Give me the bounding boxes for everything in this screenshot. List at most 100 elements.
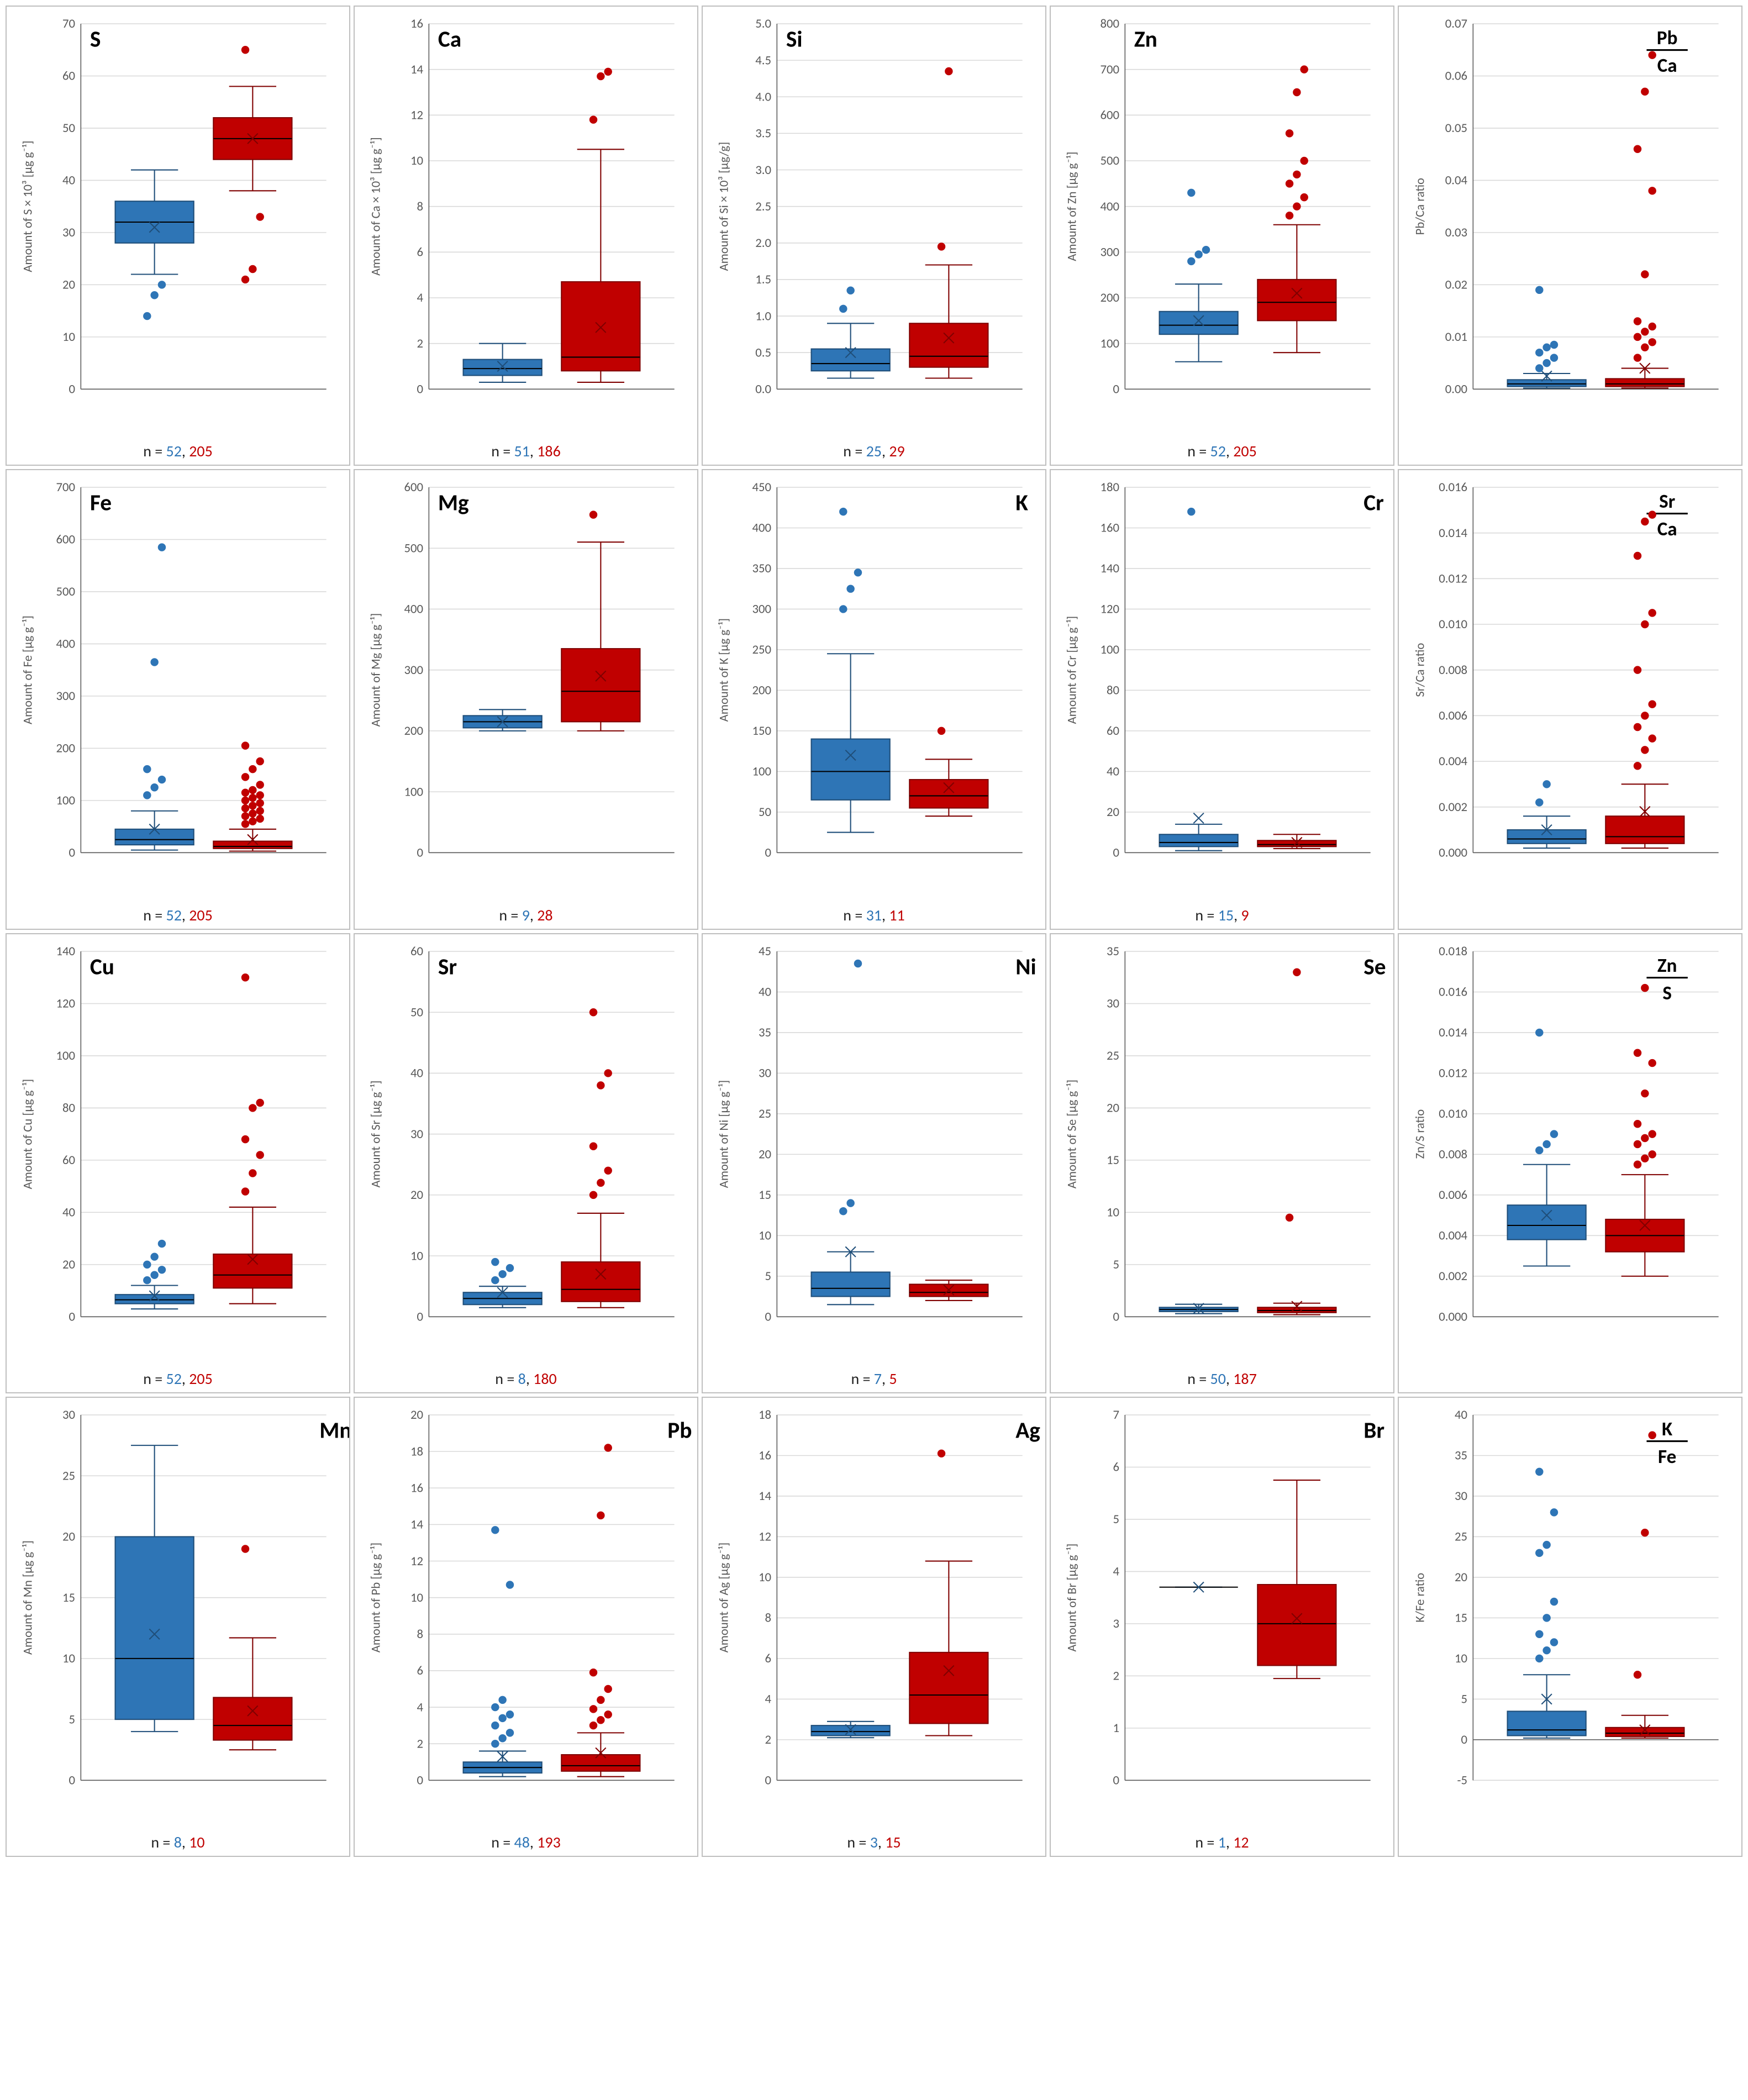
svg-text:300: 300	[404, 662, 423, 678]
panel-title: Mn	[319, 1417, 349, 1444]
svg-text:0.016: 0.016	[1439, 480, 1467, 496]
panel-title: Zn	[1134, 25, 1157, 53]
svg-text:60: 60	[62, 69, 75, 84]
svg-text:40: 40	[62, 1204, 75, 1220]
svg-text:0.00: 0.00	[1445, 382, 1467, 397]
boxplot-svg: 0100200300400500600700FeAmount of Fe [µg…	[7, 470, 349, 904]
panel-title-ratio: K Fe	[1646, 1418, 1687, 1469]
svg-text:0: 0	[417, 1773, 423, 1788]
svg-text:-5: -5	[1457, 1773, 1467, 1788]
panel-title: K	[1015, 490, 1028, 517]
svg-text:Fe: Fe	[1658, 1445, 1676, 1469]
svg-text:0.002: 0.002	[1439, 1269, 1467, 1284]
panel-title: Se	[1363, 953, 1386, 981]
panel-title: Ca	[438, 25, 461, 53]
y-axis-label: Amount of Pb [µg g⁻¹]	[368, 1543, 383, 1652]
svg-text:140: 140	[56, 944, 75, 959]
svg-text:8: 8	[417, 1627, 423, 1642]
svg-text:15: 15	[759, 1187, 771, 1203]
svg-text:10: 10	[410, 1590, 423, 1606]
svg-text:50: 50	[759, 804, 771, 820]
svg-text:2: 2	[765, 1732, 771, 1748]
panel-title: Mg	[438, 490, 469, 517]
svg-text:20: 20	[1107, 804, 1119, 820]
svg-text:4.0: 4.0	[755, 89, 771, 104]
svg-text:10: 10	[410, 153, 423, 169]
panel-title: Cu	[90, 953, 114, 981]
svg-text:2: 2	[417, 336, 423, 351]
boxplot-svg: 020406080100120140CuAmount of Cu [µg g⁻¹…	[7, 934, 349, 1368]
svg-text:16: 16	[410, 16, 423, 31]
svg-text:20: 20	[1107, 1100, 1119, 1115]
y-axis-label: Amount of K [µg g⁻¹]	[716, 618, 731, 722]
panel-Br: 01234567BrAmount of Br [µg g⁻¹] n = 1, 1…	[1050, 1397, 1394, 1857]
svg-text:60: 60	[1107, 723, 1119, 739]
svg-text:0: 0	[1461, 1732, 1467, 1748]
svg-text:0.016: 0.016	[1439, 984, 1467, 999]
svg-text:400: 400	[1100, 199, 1119, 214]
svg-text:4: 4	[417, 1699, 423, 1715]
boxplot-svg: 0.0000.0020.0040.0060.0080.0100.0120.014…	[1399, 470, 1741, 904]
panel-title: Ni	[1015, 953, 1036, 981]
svg-text:25: 25	[1455, 1529, 1467, 1545]
panel-Mn: 051015202530MnAmount of Mn [µg g⁻¹] n = …	[6, 1397, 350, 1857]
svg-text:3: 3	[1113, 1616, 1119, 1631]
svg-text:60: 60	[62, 1152, 75, 1168]
y-axis-label: K/Fe ratio	[1412, 1573, 1428, 1623]
svg-text:0.04: 0.04	[1445, 173, 1468, 188]
svg-text:30: 30	[62, 225, 75, 240]
y-axis-label: Amount of Br [µg g⁻¹]	[1064, 1544, 1080, 1652]
svg-text:0: 0	[1113, 1773, 1119, 1788]
svg-text:5: 5	[1113, 1257, 1119, 1272]
svg-text:10: 10	[759, 1570, 771, 1585]
svg-text:180: 180	[1100, 480, 1119, 496]
svg-text:100: 100	[56, 793, 75, 808]
panel-title: S	[90, 25, 101, 53]
svg-text:0.014: 0.014	[1439, 1025, 1467, 1040]
svg-text:350: 350	[752, 561, 771, 577]
svg-text:5: 5	[1461, 1692, 1467, 1707]
svg-text:100: 100	[56, 1048, 75, 1064]
svg-text:3.5: 3.5	[755, 126, 771, 141]
y-axis-label: Amount of Fe [µg g⁻¹]	[20, 616, 35, 725]
svg-text:120: 120	[56, 996, 75, 1011]
svg-text:120: 120	[1100, 602, 1119, 617]
svg-text:500: 500	[404, 541, 423, 556]
sample-size-caption: n = 1, 12	[1051, 1831, 1393, 1856]
boxplot-panel-grid: 010203040506070SAmount of S × 10³ [µg g⁻…	[0, 0, 1748, 1862]
panel-Si: 0.00.51.01.52.02.53.03.54.04.55.0SiAmoun…	[702, 6, 1046, 466]
svg-text:25: 25	[1107, 1048, 1119, 1064]
svg-text:700: 700	[56, 480, 75, 496]
sample-size-caption: n = 15, 9	[1051, 904, 1393, 929]
panel-PbCa: 0.000.010.020.030.040.050.060.07 Pb Ca P…	[1398, 6, 1742, 466]
svg-text:2.5: 2.5	[755, 199, 771, 214]
svg-text:0: 0	[765, 1773, 771, 1788]
svg-text:150: 150	[752, 723, 771, 739]
sample-size-caption: n = 52, 205	[1051, 440, 1393, 465]
svg-text:30: 30	[759, 1065, 771, 1081]
svg-text:0.010: 0.010	[1439, 1106, 1467, 1122]
y-axis-label: Amount of Cu [µg g⁻¹]	[20, 1079, 35, 1190]
svg-text:500: 500	[1100, 153, 1119, 169]
sample-size-caption: n = 8, 10	[7, 1831, 349, 1856]
y-axis-label: Amount of Mg [µg g⁻¹]	[368, 613, 383, 727]
svg-text:0.008: 0.008	[1439, 1146, 1467, 1162]
svg-text:0: 0	[765, 1309, 771, 1324]
svg-text:0: 0	[765, 845, 771, 861]
svg-text:200: 200	[1100, 290, 1119, 306]
svg-text:18: 18	[410, 1444, 423, 1459]
svg-text:6: 6	[417, 245, 423, 260]
svg-text:0.06: 0.06	[1445, 69, 1467, 84]
sample-size-caption: n = 52, 205	[7, 440, 349, 465]
svg-text:40: 40	[759, 984, 771, 999]
boxplot-svg: 051015202530354045NiAmount of Ni [µg g⁻¹…	[703, 934, 1045, 1368]
svg-text:30: 30	[410, 1127, 423, 1142]
svg-text:100: 100	[1100, 336, 1119, 351]
svg-text:8: 8	[417, 199, 423, 214]
y-axis-label: Amount of S × 10³ [µg g⁻¹]	[20, 141, 35, 272]
boxplot-svg: -50510152025303540 K Fe K/Fe ratio	[1399, 1398, 1741, 1831]
svg-text:60: 60	[410, 944, 423, 959]
panel-Sr: 0102030405060SrAmount of Sr [µg g⁻¹] n =…	[354, 933, 698, 1393]
svg-text:200: 200	[404, 723, 423, 739]
svg-text:20: 20	[759, 1146, 771, 1162]
